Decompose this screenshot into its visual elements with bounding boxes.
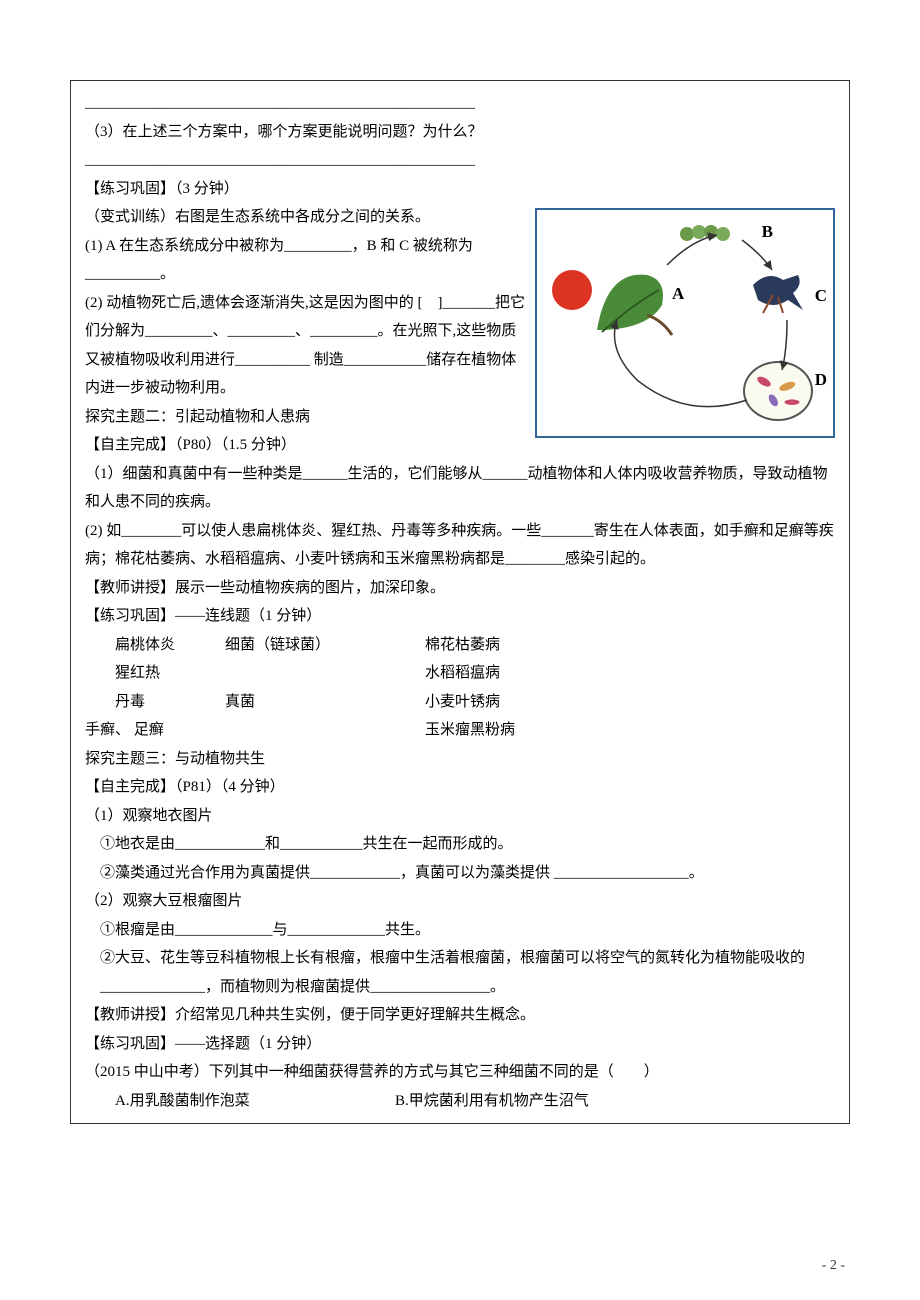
leaf-icon: [587, 260, 677, 340]
match-r4c3: 玉米瘤黑粉病: [425, 716, 835, 745]
s3-q2-1: ①根瘤是由_____________与_____________共生。: [85, 916, 835, 945]
ecosystem-diagram: A B C D: [535, 208, 835, 438]
page-number: - 2 -: [822, 1253, 845, 1280]
s3-q2-2: ②大豆、花生等豆科植物根上长有根瘤，根瘤中生活着根瘤菌，根瘤菌可以将空气的氮转化…: [85, 944, 835, 1001]
teacher-note-1: 【教师讲授】展示一些动植物疾病的图片，加深印象。: [85, 574, 835, 603]
diagram-label-a: A: [672, 278, 684, 310]
blank-line-top: ________________________________________…: [85, 89, 835, 118]
content-border: ________________________________________…: [70, 80, 850, 1124]
question-3: （3）在上述三个方案中，哪个方案更能说明问题？为什么？: [85, 118, 835, 147]
practice-heading-3: 【练习巩固】——选择题（1 分钟）: [85, 1030, 835, 1059]
self-complete-3: 【自主完成】（P81）（4 分钟）: [85, 773, 835, 802]
s3-q2: （2）观察大豆根瘤图片: [85, 887, 835, 916]
match-r2c2: [225, 659, 425, 688]
match-row-1: 扁桃体炎 细菌（链球菌） 棉花枯萎病: [85, 631, 835, 660]
s3-q1: （1）观察地衣图片: [85, 802, 835, 831]
practice-heading-2: 【练习巩固】——连线题（1 分钟）: [85, 602, 835, 631]
option-a[interactable]: A.用乳酸菌制作泡菜: [115, 1087, 395, 1116]
match-r3c1: 丹毒: [85, 688, 225, 717]
s2-q1: （1）细菌和真菌中有一些种类是______生活的，它们能够从______动植物体…: [85, 460, 835, 517]
sun-shape: [552, 270, 592, 310]
match-r2c3: 水稻稻瘟病: [425, 659, 835, 688]
s3-q1-2: ②藻类通过光合作用为真菌提供____________，真菌可以为藻类提供 ___…: [85, 859, 835, 888]
blank-line-q3: ________________________________________…: [85, 146, 835, 175]
mcq-options: A.用乳酸菌制作泡菜 B.甲烷菌利用有机物产生沼气: [85, 1087, 835, 1116]
match-r4c2: [255, 716, 425, 745]
practice-heading-1: 【练习巩固】（3 分钟）: [85, 175, 835, 204]
diagram-label-d: D: [815, 364, 827, 396]
match-r2c1: 猩红热: [85, 659, 225, 688]
s2-q2: (2) 如________可以使人患扁桃体炎、猩红热、丹毒等多种疾病。一些___…: [85, 517, 835, 574]
teacher-note-2: 【教师讲授】介绍常见几种共生实例，便于同学更好理解共生概念。: [85, 1001, 835, 1030]
diagram-label-b: B: [762, 216, 773, 248]
option-b[interactable]: B.甲烷菌利用有机物产生沼气: [395, 1087, 589, 1116]
match-row-2: 猩红热 水稻稻瘟病: [85, 659, 835, 688]
match-r1c2: 细菌（链球菌）: [225, 631, 425, 660]
match-row-3: 丹毒 真菌 小麦叶锈病: [85, 688, 835, 717]
mcq-stem: （2015 中山中考）下列其中一种细菌获得营养的方式与其它三种细菌不同的是（ ）: [85, 1058, 835, 1087]
match-r3c3: 小麦叶锈病: [425, 688, 835, 717]
match-r4c1: 手癣、 足癣: [85, 716, 255, 745]
diagram-label-c: C: [815, 280, 827, 312]
s3-q1-1: ①地衣是由____________和___________共生在一起而形成的。: [85, 830, 835, 859]
match-r1c1: 扁桃体炎: [85, 631, 225, 660]
topic-3-heading: 探究主题三：与动植物共生: [85, 745, 835, 774]
match-r3c2: 真菌: [225, 688, 425, 717]
caterpillar-icon: [677, 220, 732, 245]
microbe-icon: [743, 361, 813, 421]
match-r1c3: 棉花枯萎病: [425, 631, 835, 660]
bird-icon: [748, 265, 808, 315]
match-row-4: 手癣、 足癣 玉米瘤黑粉病: [85, 716, 835, 745]
